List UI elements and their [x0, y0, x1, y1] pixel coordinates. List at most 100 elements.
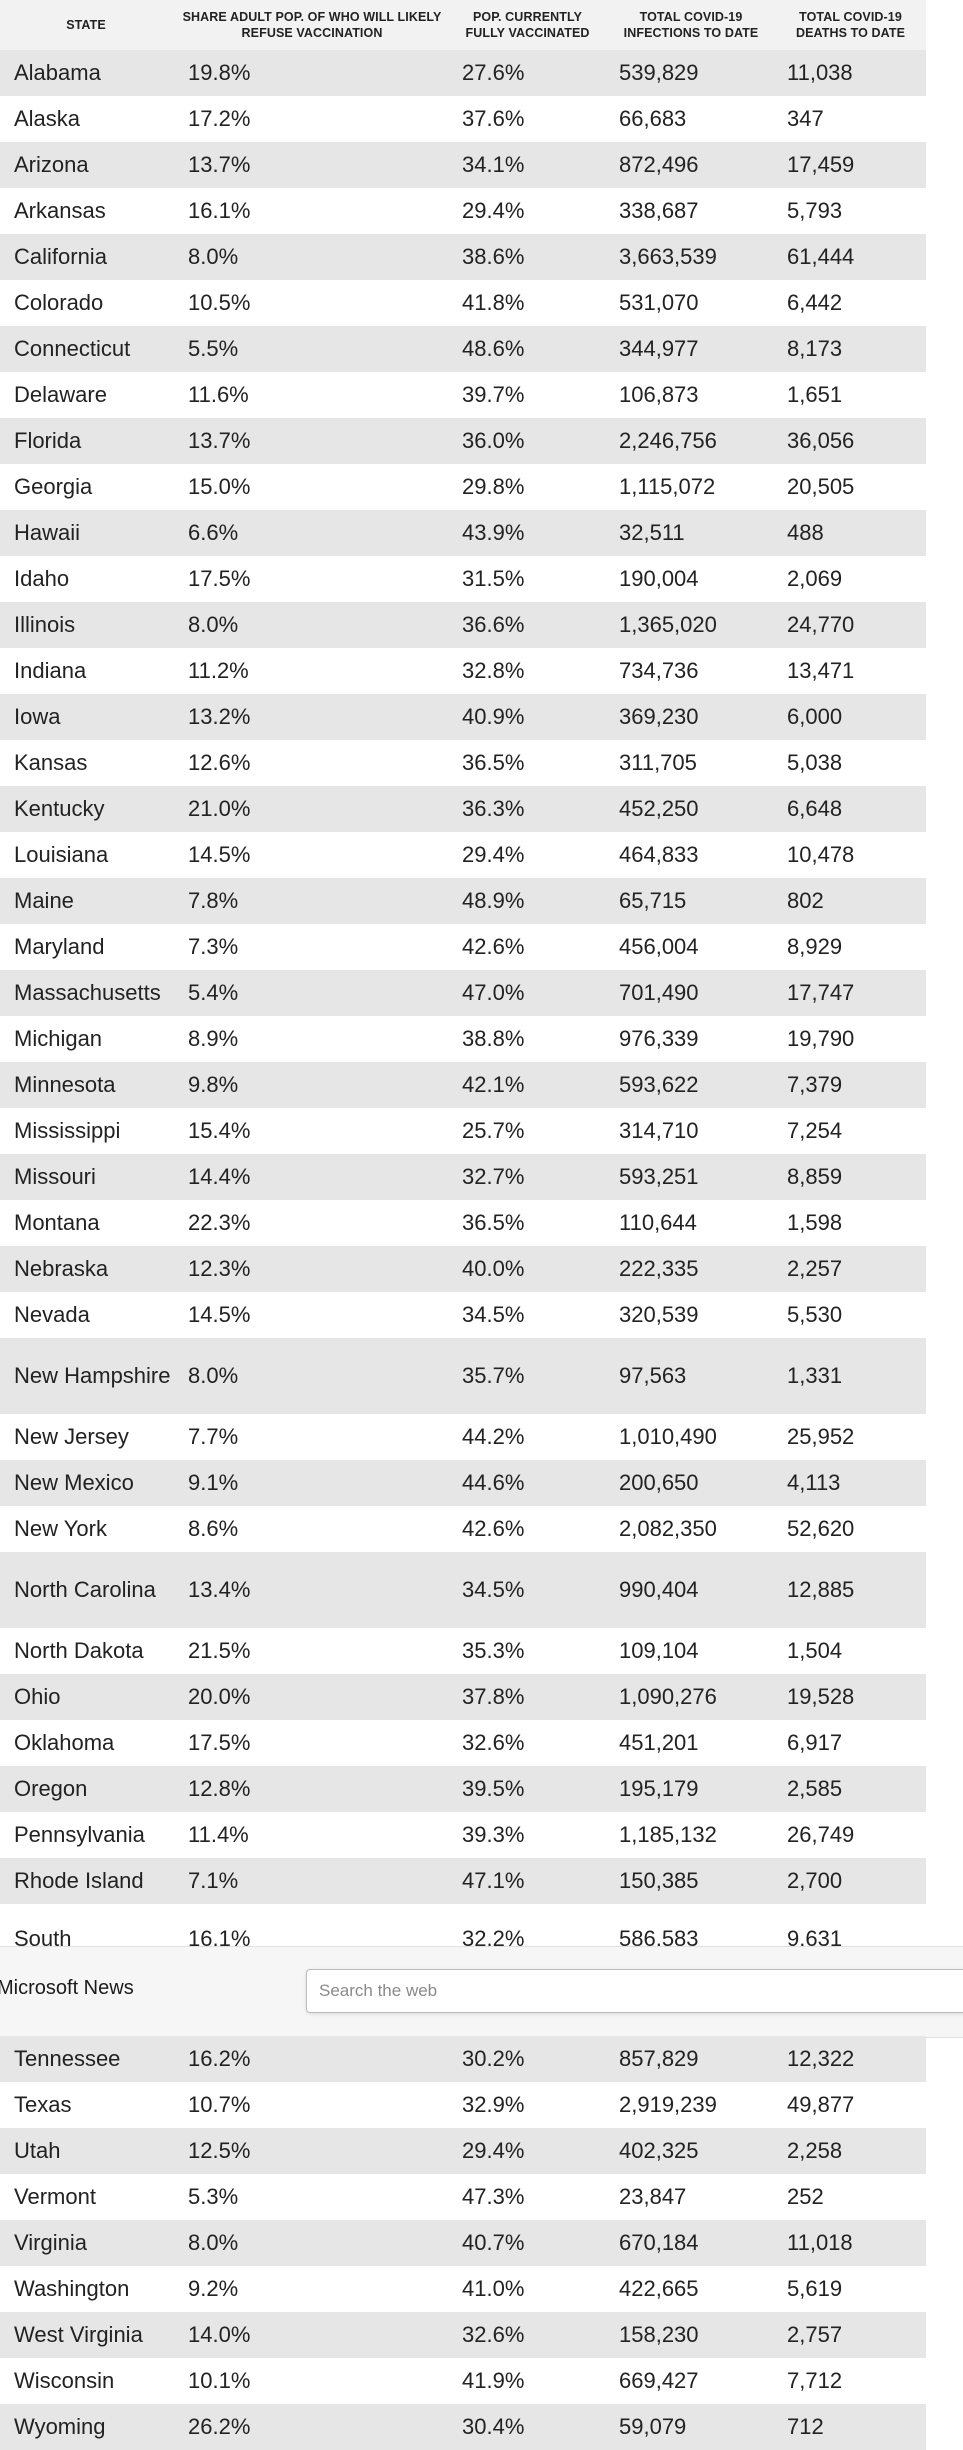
header-refuse: SHARE ADULT POP. OF WHO WILL LIKELY REFU…: [182, 10, 442, 40]
refuse-cell: 21.5%: [188, 1638, 251, 1663]
state-cell: New Mexico: [14, 1470, 134, 1495]
infections-cell: 976,339: [619, 1026, 699, 1051]
deaths-cell: 6,648: [787, 796, 843, 821]
deaths-cell: 2,757: [787, 2322, 843, 2347]
vaccinated-cell: 34.1%: [462, 152, 525, 177]
table-row: Oregon 12.8% 39.5% 195,179 2,585: [0, 1766, 926, 1812]
infections-cell: 66,683: [619, 106, 687, 131]
state-cell: Nevada: [14, 1302, 90, 1327]
deaths-cell: 1,331: [787, 1363, 843, 1388]
state-cell: Maine: [14, 888, 74, 913]
refuse-cell: 13.7%: [188, 428, 251, 453]
vaccinated-cell: 43.9%: [462, 520, 525, 545]
search-input[interactable]: [307, 1970, 963, 2012]
vaccinated-cell: 40.0%: [462, 1256, 525, 1281]
vaccinated-cell: 48.9%: [462, 888, 525, 913]
state-cell: Rhode Island: [14, 1868, 144, 1893]
microsoft-news-bar: Microsoft News: [0, 1946, 963, 2038]
infections-cell: 734,736: [619, 658, 699, 683]
vaccinated-cell: 42.6%: [462, 934, 525, 959]
refuse-cell: 5.3%: [188, 2184, 239, 2209]
refuse-cell: 12.6%: [188, 750, 251, 775]
state-cell: North Carolina: [14, 1577, 156, 1602]
refuse-cell: 9.8%: [188, 1072, 239, 1097]
state-cell: Washington: [14, 2276, 130, 2301]
infections-cell: 109,104: [619, 1638, 699, 1663]
state-cell: Missouri: [14, 1164, 96, 1189]
state-cell: North Dakota: [14, 1638, 144, 1663]
vaccinated-cell: 44.2%: [462, 1424, 525, 1449]
refuse-cell: 8.6%: [188, 1516, 239, 1541]
deaths-cell: 2,258: [787, 2138, 843, 2163]
refuse-cell: 12.5%: [188, 2138, 251, 2163]
vaccinated-cell: 40.7%: [462, 2230, 525, 2255]
deaths-cell: 5,530: [787, 1302, 843, 1327]
state-cell: California: [14, 244, 107, 269]
vaccinated-cell: 39.3%: [462, 1822, 525, 1847]
infections-cell: 222,335: [619, 1256, 699, 1281]
state-cell: Maryland: [14, 934, 105, 959]
infections-cell: 539,829: [619, 60, 699, 85]
infections-cell: 1,115,072: [619, 474, 716, 499]
table-row: Indiana 11.2% 32.8% 734,736 13,471: [0, 648, 926, 694]
refuse-cell: 7.3%: [188, 934, 239, 959]
state-cell: Arkansas: [14, 198, 106, 223]
deaths-cell: 13,471: [787, 658, 855, 683]
vaccinated-cell: 47.0%: [462, 980, 525, 1005]
infections-cell: 2,082,350: [619, 1516, 717, 1541]
infections-cell: 344,977: [619, 336, 699, 361]
table-row: New Mexico 9.1% 44.6% 200,650 4,113: [0, 1460, 926, 1506]
refuse-cell: 7.7%: [188, 1424, 239, 1449]
vaccinated-cell: 41.8%: [462, 290, 525, 315]
deaths-cell: 2,257: [787, 1256, 843, 1281]
refuse-cell: 8.0%: [188, 2230, 239, 2255]
table-row: West Virginia 14.0% 32.6% 158,230 2,757: [0, 2312, 926, 2358]
vaccinated-cell: 40.9%: [462, 704, 525, 729]
vaccinated-cell: 37.6%: [462, 106, 525, 131]
brand-logo-text[interactable]: Microsoft News: [0, 1977, 134, 1999]
state-cell: Georgia: [14, 474, 93, 499]
vaccinated-cell: 29.4%: [462, 842, 525, 867]
state-cell: New Jersey: [14, 1424, 129, 1449]
infections-cell: 2,246,756: [619, 428, 717, 453]
refuse-cell: 9.1%: [188, 1470, 239, 1495]
deaths-cell: 17,459: [787, 152, 855, 177]
deaths-cell: 25,952: [787, 1424, 855, 1449]
table-row: Wisconsin 10.1% 41.9% 669,427 7,712: [0, 2358, 926, 2404]
table-row: Minnesota 9.8% 42.1% 593,622 7,379: [0, 1062, 926, 1108]
table-row: Texas 10.7% 32.9% 2,919,239 49,877: [0, 2082, 926, 2128]
deaths-cell: 61,444: [787, 244, 855, 269]
deaths-cell: 4,113: [787, 1470, 841, 1495]
infections-cell: 314,710: [619, 1118, 699, 1143]
state-cell: Louisiana: [14, 842, 109, 867]
refuse-cell: 13.4%: [188, 1577, 251, 1602]
table-row: California 8.0% 38.6% 3,663,539 61,444: [0, 234, 926, 280]
refuse-cell: 16.2%: [188, 2046, 251, 2071]
table-body-top: Alabama 19.8% 27.6% 539,829 11,038 Alaska 17.2…: [0, 50, 926, 1996]
header-deaths: TOTAL COVID-19 DEATHS TO DATE: [795, 10, 906, 40]
deaths-cell: 20,505: [787, 474, 855, 499]
deaths-cell: 802: [787, 888, 824, 913]
table-row: Alabama 19.8% 27.6% 539,829 11,038: [0, 50, 926, 96]
deaths-cell: 7,254: [787, 1118, 843, 1143]
table-row: Kansas 12.6% 36.5% 311,705 5,038: [0, 740, 926, 786]
infections-cell: 1,365,020: [619, 612, 717, 637]
deaths-cell: 12,885: [787, 1577, 855, 1602]
table-header: STATE SHARE ADULT POP. OF WHO WILL LIKEL…: [0, 0, 926, 50]
deaths-cell: 8,859: [787, 1164, 843, 1189]
refuse-cell: 11.4%: [188, 1822, 249, 1847]
table-row: Virginia 8.0% 40.7% 670,184 11,018: [0, 2220, 926, 2266]
state-cell: Delaware: [14, 382, 107, 407]
infections-cell: 531,070: [619, 290, 699, 315]
deaths-cell: 8,173: [787, 336, 843, 361]
vaccinated-cell: 25.7%: [462, 1118, 525, 1143]
infections-cell: 3,663,539: [619, 244, 717, 269]
table-row: Tennessee 16.2% 30.2% 857,829 12,322: [0, 2036, 926, 2082]
refuse-cell: 9.2%: [188, 2276, 239, 2301]
vaccinated-cell: 44.6%: [462, 1470, 525, 1495]
infections-cell: 1,010,490: [619, 1424, 717, 1449]
infections-cell: 452,250: [619, 796, 699, 821]
vaccinated-cell: 47.3%: [462, 2184, 525, 2209]
search-box[interactable]: [306, 1969, 963, 2013]
vaccinated-cell: 42.1%: [462, 1072, 525, 1097]
